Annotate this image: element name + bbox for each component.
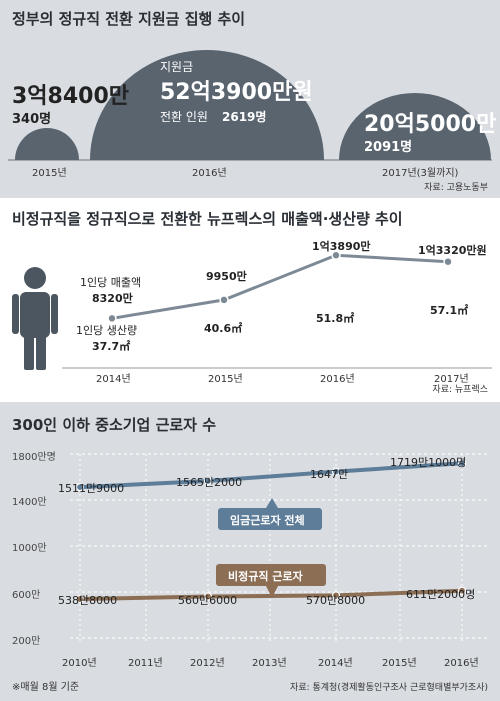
workers-source: 자료: 통계청(경제활동인구조사 근로형태별부가조사) xyxy=(290,683,488,693)
prod-bar-3 xyxy=(411,291,485,368)
series-0-point-2 xyxy=(331,467,341,476)
workers-panel: 300인 이하 중소기업 근로자 수 1800만명 1400만 1000만 60… xyxy=(0,402,500,701)
subsidy-domes xyxy=(8,50,492,161)
footnote: ※매월 8월 기준 xyxy=(12,682,80,693)
series-1-point-3 xyxy=(457,586,467,595)
series-0-point-1 xyxy=(203,476,213,486)
dome-2017 xyxy=(339,93,491,160)
workers-chart xyxy=(70,453,490,642)
prod-2017: 57.1㎡ xyxy=(430,304,469,317)
subsidy-panel: 정부의 정규직 전환 지원금 집행 추이 3억8400만 340명 지원금 52… xyxy=(0,0,500,198)
newflex-chart xyxy=(12,250,492,370)
sales-point-1 xyxy=(219,295,229,305)
callout-irregular-pointer xyxy=(266,586,278,598)
year-2017b: 2017년 xyxy=(434,374,469,385)
p3-xtick-3: 2013년 xyxy=(252,658,287,669)
p3-xtick-4: 2014년 xyxy=(318,658,353,669)
s1-2016: 1719만1000명 xyxy=(390,456,467,469)
year-2016b: 2016년 xyxy=(320,374,355,385)
prod-bar-0 xyxy=(75,317,149,368)
prod-bar-2 xyxy=(299,298,373,368)
sales-2017: 1억3320만원 xyxy=(418,244,487,257)
s2-2010: 538만8000 xyxy=(58,594,118,607)
amount-2016: 52억3900만원 xyxy=(160,80,313,105)
p3-xtick-0: 2010년 xyxy=(62,658,97,669)
year-2017: 2017년(3월까지) xyxy=(382,168,459,179)
p3-xtick-2: 2012년 xyxy=(190,658,225,669)
p3-xtick-6: 2016년 xyxy=(444,658,479,669)
year-2014: 2014년 xyxy=(96,374,131,385)
series-line-0 xyxy=(79,461,463,490)
callout-total-box xyxy=(218,508,322,530)
newflex-title: 비정규직을 정규직으로 전환한 뉴프렉스의 매출액·생산량 추이 xyxy=(12,210,403,228)
dome-2015 xyxy=(15,128,79,160)
ytick-1000: 1000만 xyxy=(12,543,47,554)
prod-2014: 37.7㎡ xyxy=(92,340,131,353)
series-1-point-0 xyxy=(75,594,85,604)
s1-2014: 1647만 xyxy=(310,468,349,481)
subsidy-source: 자료: 고용노동부 xyxy=(424,183,488,193)
subsidy-title: 정부의 정규직 전환 지원금 집행 추이 xyxy=(12,10,246,28)
sales-2015: 9950만 xyxy=(206,270,247,283)
series-0-point-3 xyxy=(457,459,467,468)
people-2016-label: 전환 인원 xyxy=(160,110,208,124)
workers-title: 300인 이하 중소기업 근로자 수 xyxy=(12,416,217,434)
series-1-point-2 xyxy=(331,591,341,600)
s1-2012: 1565만2000 xyxy=(176,476,243,489)
s2-2012: 560만6000 xyxy=(178,594,238,607)
newflex-panel: 비정규직을 정규직으로 전환한 뉴프렉스의 매출액·생산량 추이 1인당 매출액… xyxy=(0,198,500,402)
people-2017: 2091명 xyxy=(364,140,413,155)
sales-label: 1인당 매출액 xyxy=(80,276,142,289)
series1-label: 임금근로자 전체 xyxy=(230,514,305,527)
series2-label: 비정규직 근로자 xyxy=(228,570,303,583)
prod-2015: 40.6㎡ xyxy=(204,322,243,335)
s1-2010: 1511만9000 xyxy=(58,482,125,495)
prod-2016: 51.8㎡ xyxy=(316,312,355,325)
prod-bar-1 xyxy=(187,313,261,368)
sales-2016: 1억3890만 xyxy=(312,240,371,253)
sales-line xyxy=(111,253,449,320)
year-2015: 2015년 xyxy=(32,168,67,179)
newflex-source: 자료: 뉴프렉스 xyxy=(432,385,488,395)
callout-irregular-box xyxy=(216,564,326,586)
p3-xtick-5: 2015년 xyxy=(382,658,417,669)
s2-2016: 611만2000명 xyxy=(406,588,476,601)
year-2015: 2015년 xyxy=(208,374,243,385)
year-2016: 2016년 xyxy=(192,168,227,179)
people-2015: 340명 xyxy=(12,112,52,127)
series-1-point-1 xyxy=(203,592,213,601)
prod-label: 1인당 생산량 xyxy=(76,324,138,337)
dome-2016 xyxy=(90,50,324,160)
ytick-1400: 1400만 xyxy=(12,497,47,508)
p3-xtick-1: 2011년 xyxy=(128,658,163,669)
series-0-point-0 xyxy=(75,483,85,492)
person-icon xyxy=(12,267,58,370)
callout-total-pointer xyxy=(266,498,278,508)
s2-2014: 570만8000 xyxy=(306,594,366,607)
amount-2016-label: 지원금 xyxy=(160,60,194,74)
ytick-1800: 1800만명 xyxy=(12,452,56,463)
amount-2015: 3억8400만 xyxy=(12,84,130,109)
sales-2014: 8320만 xyxy=(92,292,133,305)
ytick-200: 200만 xyxy=(12,636,41,647)
sales-point-3 xyxy=(443,256,453,267)
amount-2017: 20억5000만 xyxy=(364,112,497,137)
sales-point-2 xyxy=(331,250,341,260)
sales-point-0 xyxy=(107,313,117,324)
people-2016: 2619명 xyxy=(222,110,267,124)
ytick-600: 600만 xyxy=(12,590,41,601)
